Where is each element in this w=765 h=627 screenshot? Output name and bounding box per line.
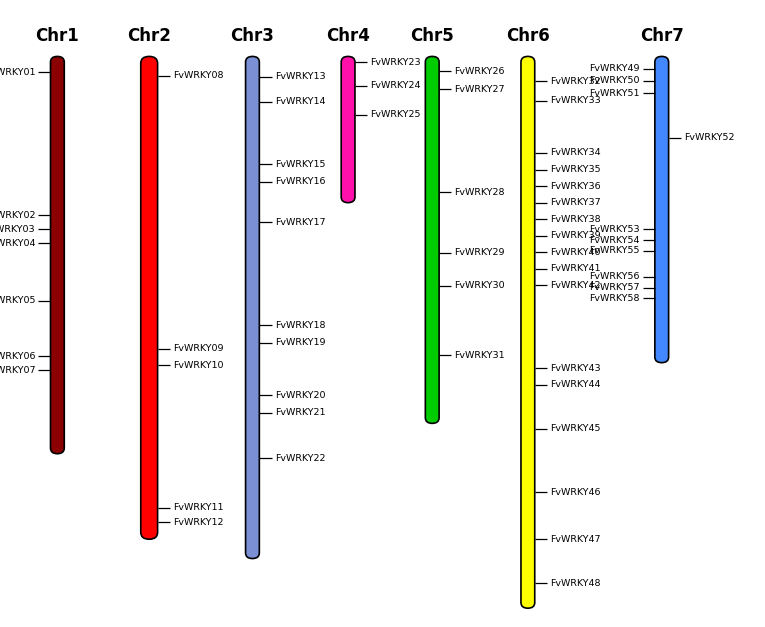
Text: Chr3: Chr3	[230, 27, 275, 45]
Text: FvWRKY48: FvWRKY48	[550, 579, 601, 588]
Text: FvWRKY22: FvWRKY22	[275, 453, 325, 463]
Text: Chr1: Chr1	[35, 27, 80, 45]
Text: FvWRKY53: FvWRKY53	[589, 225, 640, 234]
Text: FvWRKY03: FvWRKY03	[0, 224, 35, 234]
Text: FvWRKY29: FvWRKY29	[454, 248, 505, 257]
Text: FvWRKY54: FvWRKY54	[589, 236, 640, 245]
Text: FvWRKY23: FvWRKY23	[370, 58, 421, 67]
Text: FvWRKY10: FvWRKY10	[173, 361, 223, 370]
Text: FvWRKY15: FvWRKY15	[275, 160, 325, 169]
Text: Chr4: Chr4	[326, 27, 370, 45]
Text: FvWRKY11: FvWRKY11	[173, 503, 223, 512]
Text: FvWRKY45: FvWRKY45	[550, 424, 601, 433]
FancyBboxPatch shape	[425, 56, 439, 423]
FancyBboxPatch shape	[341, 56, 355, 203]
Text: FvWRKY33: FvWRKY33	[550, 96, 601, 105]
Text: FvWRKY43: FvWRKY43	[550, 364, 601, 372]
Text: FvWRKY39: FvWRKY39	[550, 231, 601, 240]
Text: FvWRKY47: FvWRKY47	[550, 535, 601, 544]
Text: FvWRKY57: FvWRKY57	[589, 283, 640, 292]
FancyBboxPatch shape	[655, 56, 669, 362]
Text: FvWRKY21: FvWRKY21	[275, 408, 325, 418]
Text: FvWRKY35: FvWRKY35	[550, 165, 601, 174]
Text: FvWRKY12: FvWRKY12	[173, 518, 223, 527]
Text: FvWRKY41: FvWRKY41	[550, 265, 601, 273]
Text: FvWRKY38: FvWRKY38	[550, 214, 601, 224]
Text: FvWRKY01: FvWRKY01	[0, 68, 35, 77]
Text: FvWRKY36: FvWRKY36	[550, 182, 601, 191]
Text: FvWRKY18: FvWRKY18	[275, 320, 325, 330]
Text: FvWRKY30: FvWRKY30	[454, 282, 505, 290]
Text: Chr5: Chr5	[410, 27, 454, 45]
Text: FvWRKY58: FvWRKY58	[589, 294, 640, 303]
Text: FvWRKY42: FvWRKY42	[550, 281, 601, 290]
Text: FvWRKY02: FvWRKY02	[0, 211, 35, 220]
Text: FvWRKY49: FvWRKY49	[589, 64, 640, 73]
Text: FvWRKY17: FvWRKY17	[275, 218, 325, 226]
FancyBboxPatch shape	[50, 56, 64, 454]
Text: FvWRKY37: FvWRKY37	[550, 198, 601, 207]
Text: FvWRKY05: FvWRKY05	[0, 296, 35, 305]
FancyBboxPatch shape	[246, 56, 259, 559]
Text: FvWRKY14: FvWRKY14	[275, 97, 325, 106]
FancyBboxPatch shape	[521, 56, 535, 608]
Text: FvWRKY19: FvWRKY19	[275, 338, 325, 347]
Text: FvWRKY20: FvWRKY20	[275, 391, 325, 400]
Text: FvWRKY31: FvWRKY31	[454, 351, 505, 360]
Text: FvWRKY07: FvWRKY07	[0, 366, 35, 375]
Text: FvWRKY24: FvWRKY24	[370, 81, 421, 90]
Text: FvWRKY46: FvWRKY46	[550, 488, 601, 497]
FancyBboxPatch shape	[141, 56, 158, 539]
Text: FvWRKY55: FvWRKY55	[589, 246, 640, 255]
Text: FvWRKY40: FvWRKY40	[550, 248, 601, 257]
Text: FvWRKY16: FvWRKY16	[275, 177, 325, 186]
Text: FvWRKY08: FvWRKY08	[173, 71, 223, 80]
Text: Chr6: Chr6	[506, 27, 550, 45]
Text: FvWRKY09: FvWRKY09	[173, 344, 223, 353]
Text: FvWRKY27: FvWRKY27	[454, 85, 505, 94]
Text: FvWRKY28: FvWRKY28	[454, 187, 505, 197]
Text: Chr2: Chr2	[127, 27, 171, 45]
Text: FvWRKY50: FvWRKY50	[589, 76, 640, 85]
Text: FvWRKY32: FvWRKY32	[550, 76, 601, 86]
Text: FvWRKY06: FvWRKY06	[0, 352, 35, 361]
Text: FvWRKY44: FvWRKY44	[550, 380, 601, 389]
Text: FvWRKY56: FvWRKY56	[589, 272, 640, 282]
Text: Chr7: Chr7	[640, 27, 684, 45]
Text: FvWRKY26: FvWRKY26	[454, 66, 505, 76]
Text: FvWRKY52: FvWRKY52	[684, 133, 734, 142]
Text: FvWRKY04: FvWRKY04	[0, 239, 35, 248]
Text: FvWRKY13: FvWRKY13	[275, 72, 325, 81]
Text: FvWRKY25: FvWRKY25	[370, 110, 421, 119]
Text: FvWRKY51: FvWRKY51	[589, 88, 640, 98]
Text: FvWRKY34: FvWRKY34	[550, 149, 601, 157]
